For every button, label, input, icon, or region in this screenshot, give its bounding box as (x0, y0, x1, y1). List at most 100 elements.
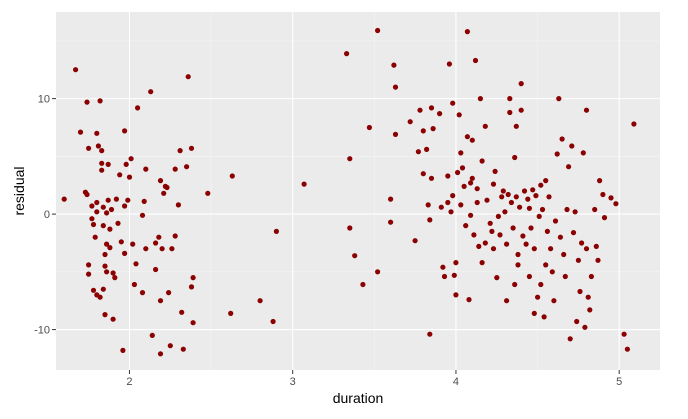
data-point (451, 272, 457, 278)
data-point (125, 197, 131, 203)
data-point (474, 186, 480, 192)
data-point (420, 171, 426, 177)
data-point (388, 219, 394, 225)
data-point (484, 197, 490, 203)
data-point (102, 251, 108, 258)
data-point (61, 196, 67, 202)
data-point (89, 216, 95, 222)
data-point (515, 262, 521, 268)
data-point (90, 287, 97, 293)
data-point (190, 275, 196, 281)
data-point (130, 241, 136, 247)
y-tick-label: 0 (44, 209, 50, 221)
data-point (412, 238, 418, 244)
data-point (229, 173, 235, 179)
data-point (352, 253, 358, 259)
data-point (490, 181, 497, 187)
data-point (499, 194, 505, 200)
data-point (549, 269, 555, 275)
data-point (554, 151, 560, 157)
data-point (557, 234, 564, 240)
data-point (450, 100, 456, 106)
data-point (471, 232, 477, 238)
tick-labels: 2 3 4 5 -10 0 10 (34, 94, 622, 388)
data-point (490, 246, 497, 252)
data-point (512, 281, 518, 288)
data-point (497, 232, 503, 238)
data-point (301, 181, 307, 187)
data-point (104, 210, 110, 216)
data-point (546, 194, 552, 200)
data-point (139, 290, 146, 296)
data-point (179, 309, 185, 315)
data-point (360, 281, 366, 288)
data-point (110, 316, 116, 322)
data-point (474, 199, 480, 206)
data-point (166, 290, 172, 296)
data-point (105, 197, 111, 203)
data-point (185, 74, 191, 80)
data-point (273, 228, 279, 234)
data-point (344, 51, 350, 57)
data-point (366, 124, 372, 131)
data-point (464, 29, 470, 35)
data-point (143, 246, 149, 252)
data-point (552, 218, 559, 224)
data-point (105, 161, 111, 167)
data-point (507, 109, 513, 116)
data-point (102, 312, 108, 318)
data-point (430, 126, 436, 132)
data-point (466, 297, 472, 303)
data-point (504, 298, 510, 304)
data-point (487, 220, 493, 226)
data-point (427, 331, 433, 337)
data-point (472, 57, 479, 64)
data-point (94, 209, 100, 215)
data-point (543, 178, 549, 184)
data-point (583, 246, 590, 252)
data-point (180, 346, 186, 352)
data-point (107, 226, 113, 232)
data-point (126, 174, 133, 180)
data-point (437, 111, 443, 117)
data-point (463, 223, 469, 229)
data-point (157, 178, 164, 184)
data-point (468, 212, 474, 218)
data-point (601, 215, 608, 221)
data-point (188, 145, 195, 151)
data-point (456, 112, 462, 118)
data-point (593, 243, 599, 249)
data-point (521, 188, 528, 194)
data-point (169, 246, 175, 252)
data-point (538, 182, 544, 188)
data-point (600, 191, 606, 198)
data-point (86, 145, 92, 151)
data-point (559, 136, 565, 142)
data-point (512, 154, 518, 161)
data-point (228, 310, 234, 316)
data-point (450, 193, 456, 199)
data-point (99, 148, 105, 154)
data-point (92, 234, 98, 240)
data-point (520, 233, 526, 239)
data-point (205, 190, 211, 196)
data-point (453, 292, 459, 298)
data-point (89, 203, 95, 209)
data-point (515, 251, 521, 258)
data-point (392, 84, 399, 90)
data-point (624, 346, 631, 352)
data-point (538, 281, 544, 288)
data-point (543, 262, 549, 268)
data-point (566, 164, 572, 170)
data-point (143, 166, 149, 172)
data-point (95, 143, 101, 149)
data-point (495, 213, 501, 219)
data-point (347, 225, 353, 231)
plot-panel (56, 12, 660, 370)
data-points (61, 27, 637, 357)
data-point (428, 105, 435, 111)
data-point (469, 175, 475, 181)
data-point (517, 204, 523, 210)
data-point (135, 105, 141, 111)
data-point (428, 175, 435, 181)
